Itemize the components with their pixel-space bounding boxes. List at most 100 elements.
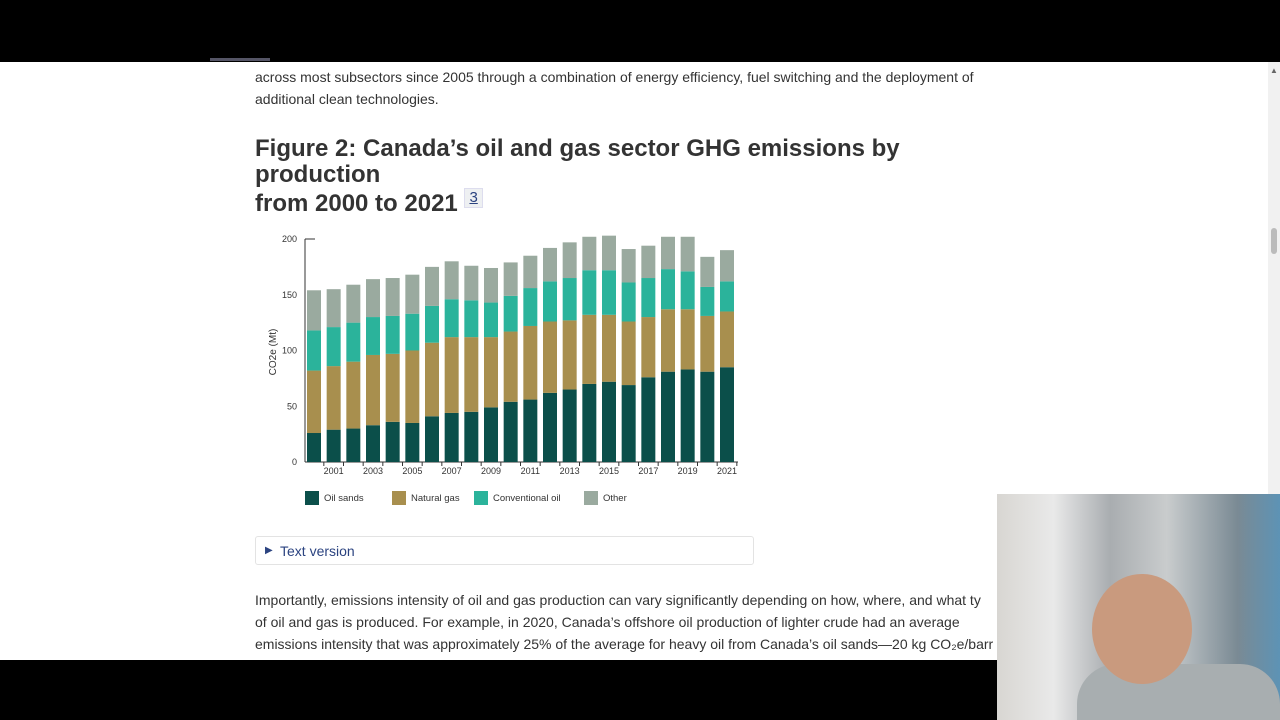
bar-segment-conventional-oil (366, 317, 380, 355)
scroll-up-icon[interactable]: ▲ (1270, 66, 1278, 75)
bar-segment-natural-gas (464, 337, 479, 412)
body-line: emissions intensity that was approximate… (255, 636, 994, 652)
y-axis-label: CO2e (Mt) (268, 329, 279, 376)
figure-title-line: Figure 2: Canada’s oil and gas sector GH… (255, 135, 900, 188)
bar-segment-conventional-oil (464, 300, 479, 338)
bar-segment-other (543, 247, 557, 282)
legend-label: Natural gas (411, 493, 460, 504)
bar-segment-oil-sands (641, 377, 656, 462)
bar-segment-conventional-oil (405, 313, 420, 351)
bar-segment-natural-gas (562, 320, 577, 390)
y-tick-label: 100 (282, 346, 297, 356)
bar-segment-conventional-oil (661, 269, 675, 310)
bar-segment-oil-sands (700, 371, 715, 462)
intro-line: additional clean technologies. (255, 91, 439, 107)
bar-segment-conventional-oil (602, 270, 616, 315)
expand-triangle-icon: ▶ (265, 545, 273, 556)
y-tick-label: 0 (292, 457, 297, 467)
bar-segment-conventional-oil (385, 315, 400, 354)
bar-segment-natural-gas (405, 350, 420, 423)
bar-segment-other (366, 279, 380, 318)
bar-segment-other (641, 245, 656, 279)
bar-segment-conventional-oil (307, 330, 321, 371)
bar-segment-natural-gas (484, 337, 498, 408)
bar-segment-natural-gas (326, 366, 341, 430)
legend-swatch (392, 491, 406, 505)
y-tick-label: 50 (287, 401, 297, 411)
bar-segment-oil-sands (582, 383, 597, 462)
bar-segment-natural-gas (602, 314, 616, 382)
bar-segment-other (405, 274, 420, 314)
bar-segment-other (680, 236, 695, 272)
bar-segment-oil-sands (444, 412, 459, 462)
x-tick-label: 2007 (442, 466, 462, 476)
legend-label: Oil sands (324, 493, 364, 504)
bar-segment-other (326, 289, 341, 328)
bar-segment-oil-sands (661, 371, 675, 462)
bar-segment-oil-sands (562, 389, 577, 462)
webcam-person-head (1092, 574, 1192, 684)
intro-paragraph: across most subsectors since 2005 throug… (255, 66, 1015, 110)
bar-segment-other (464, 265, 479, 301)
bar-segment-oil-sands (720, 367, 734, 462)
bar-segment-other (700, 256, 715, 287)
text-version-label: Text version (280, 543, 355, 559)
x-tick-label: 2019 (678, 466, 698, 476)
scrollbar-thumb[interactable] (1271, 228, 1277, 254)
bar-segment-other (661, 236, 675, 270)
bar-segment-other (720, 250, 734, 282)
bar-segment-conventional-oil (425, 305, 439, 343)
bar-segment-other (346, 284, 361, 323)
bar-segment-conventional-oil (700, 286, 715, 316)
bar-segment-oil-sands (425, 416, 439, 462)
bar-segment-conventional-oil (503, 295, 518, 332)
bar-segment-conventional-oil (641, 278, 656, 318)
bar-segment-conventional-oil (346, 322, 361, 362)
footnote-link[interactable]: 3 (464, 188, 483, 208)
bar-segment-oil-sands (405, 422, 420, 462)
bar-segment-oil-sands (307, 433, 321, 462)
bar-segment-conventional-oil (543, 281, 557, 322)
bar-segment-conventional-oil (582, 270, 597, 315)
x-tick-label: 2003 (363, 466, 383, 476)
bar-segment-other (602, 235, 616, 271)
bar-segment-natural-gas (641, 317, 656, 378)
bar-segment-oil-sands (464, 411, 479, 462)
bar-segment-natural-gas (621, 321, 636, 386)
bar-segment-conventional-oil (523, 288, 538, 326)
bar-segment-natural-gas (720, 311, 734, 368)
x-tick-label: 2005 (402, 466, 422, 476)
body-paragraph: Importantly, emissions intensity of oil … (255, 589, 1015, 655)
bar-segment-other (484, 267, 498, 303)
bar-segment-natural-gas (425, 342, 439, 417)
y-tick-label: 150 (282, 290, 297, 300)
intro-line: across most subsectors since 2005 throug… (255, 69, 974, 85)
x-tick-label: 2001 (324, 466, 344, 476)
bar-segment-natural-gas (582, 314, 597, 384)
bar-segment-natural-gas (307, 370, 321, 434)
bar-segment-other (444, 261, 459, 300)
body-line: Importantly, emissions intensity of oil … (255, 592, 981, 608)
bar-segment-oil-sands (503, 401, 518, 462)
bar-segment-other (503, 262, 518, 296)
bar-segment-natural-gas (385, 353, 400, 422)
figure-title-line: from 2000 to 2021 (255, 190, 458, 217)
bar-segment-oil-sands (680, 369, 695, 462)
bar-segment-oil-sands (326, 429, 341, 462)
x-tick-label: 2015 (599, 466, 619, 476)
x-tick-label: 2021 (717, 466, 737, 476)
x-tick-label: 2017 (638, 466, 658, 476)
legend-label: Other (603, 493, 627, 504)
bar-segment-natural-gas (346, 361, 361, 429)
bar-segment-natural-gas (523, 325, 538, 400)
bar-segment-other (425, 266, 439, 306)
bar-segment-other (385, 278, 400, 316)
bar-segment-natural-gas (661, 309, 675, 372)
text-version-toggle[interactable]: ▶ Text version (255, 536, 754, 565)
webcam-overlay (997, 494, 1280, 720)
bar-segment-oil-sands (621, 385, 636, 462)
bar-segment-natural-gas (700, 315, 715, 372)
bar-segment-natural-gas (543, 321, 557, 393)
browser-top-bar (0, 0, 1280, 62)
